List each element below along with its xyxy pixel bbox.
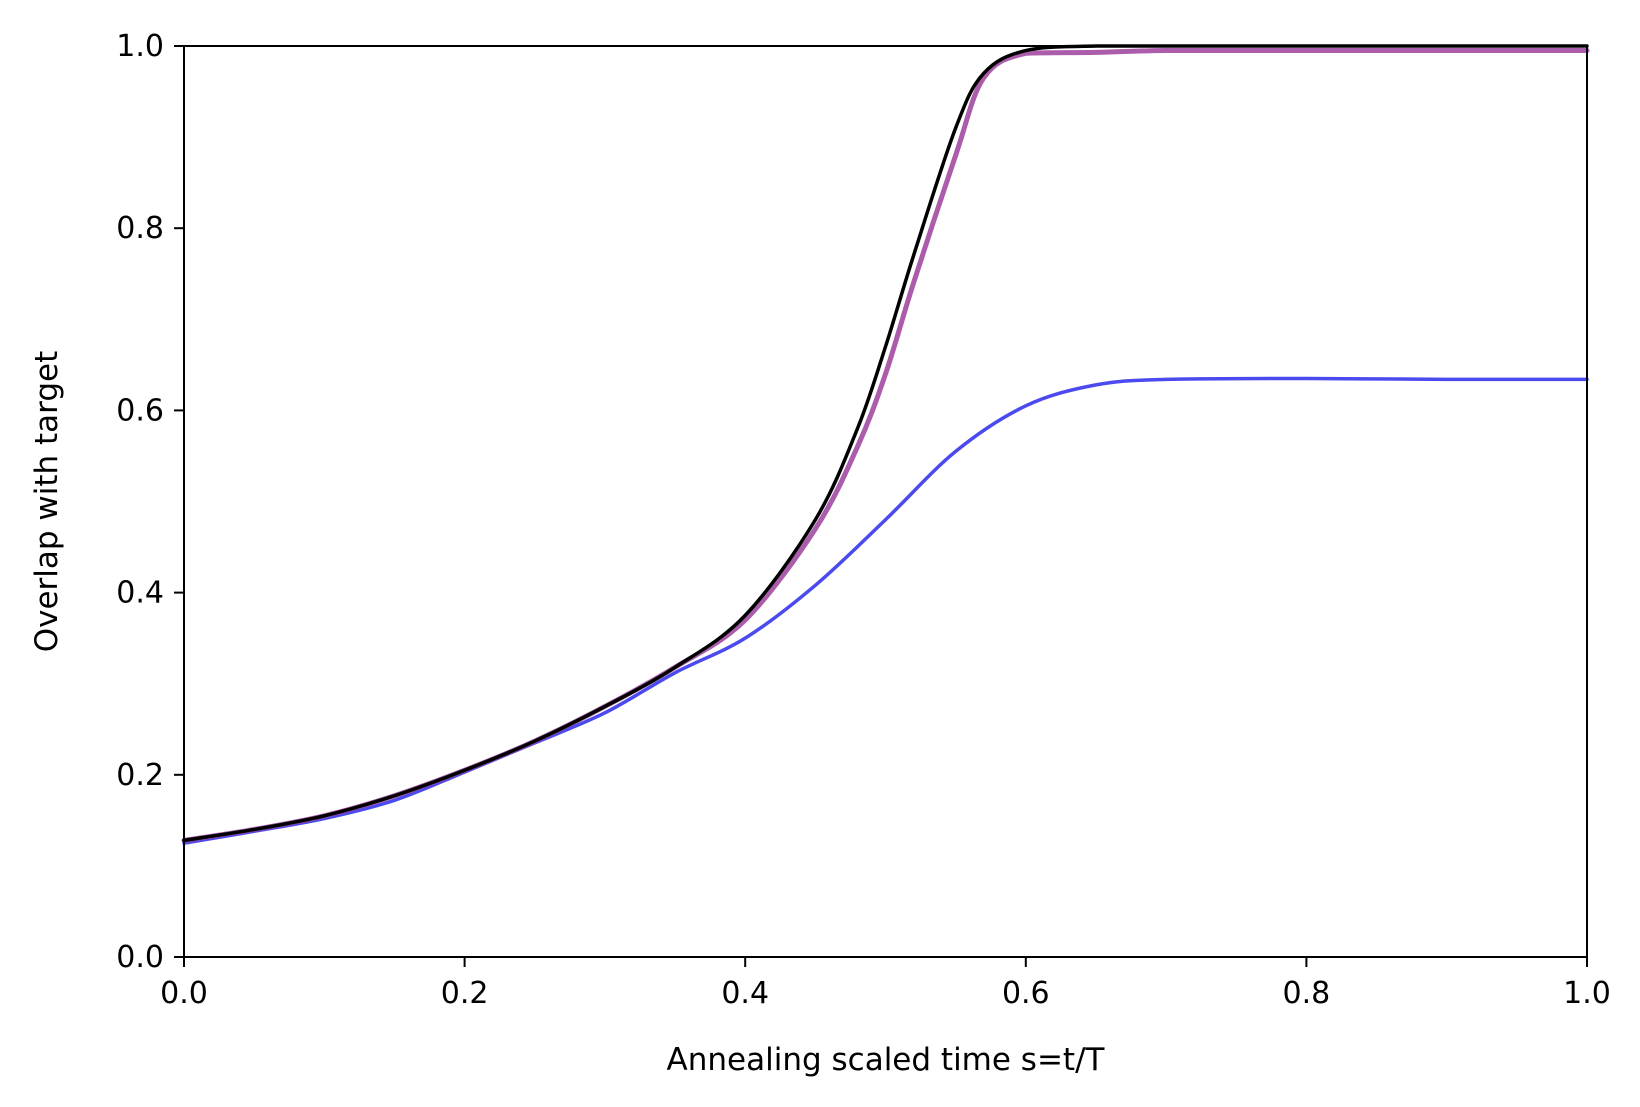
- plot-frame: [183, 45, 1588, 958]
- y-tick-label: 1.0: [116, 29, 164, 64]
- ticks-layer: 0.0 0.2 0.4 0.6 0.8 1.0 0.0 0.2 0.4 0.6 0.8 1.0: [116, 29, 1611, 1011]
- y-axis-label: Overlap with target: [29, 351, 65, 653]
- x-tick-label: 0.4: [721, 976, 769, 1011]
- y-tick-label: 0.6: [116, 393, 164, 428]
- y-tick-label: 0.0: [116, 940, 164, 975]
- y-tick-label: 0.8: [116, 211, 164, 246]
- y-tick-label: 0.4: [116, 576, 164, 611]
- series-line-3: [182, 44, 1589, 843]
- series-line-2: [181, 48, 1590, 843]
- x-tick-label: 0.6: [1002, 976, 1050, 1011]
- x-tick-label: 0.2: [441, 976, 489, 1011]
- x-tick-label: 0.8: [1283, 976, 1331, 1011]
- series-line-1: [182, 376, 1589, 845]
- x-tick-label: 1.0: [1563, 976, 1611, 1011]
- y-tick-label: 0.2: [116, 758, 164, 793]
- x-axis-label: Annealing scaled time s=t/T: [667, 1042, 1106, 1078]
- x-tick-label: 0.0: [160, 976, 208, 1011]
- series-layer: [181, 44, 1590, 845]
